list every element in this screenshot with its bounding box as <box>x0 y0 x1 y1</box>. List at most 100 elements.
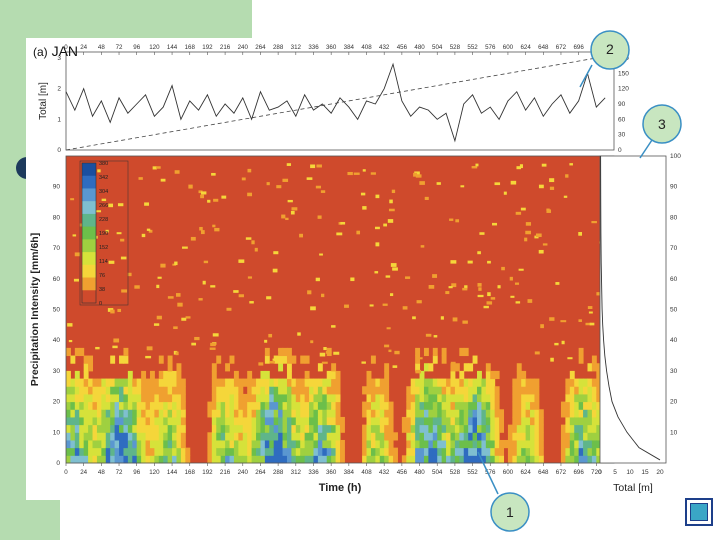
heatmap-cell <box>149 416 155 426</box>
heatmap-speckle <box>212 224 216 228</box>
heatmap-cell <box>370 447 376 456</box>
top-y-left-tick-label: 1 <box>57 116 61 123</box>
heatmap-cell <box>180 455 186 464</box>
heatmap-cell <box>132 455 138 464</box>
heatmap-cell <box>300 378 306 387</box>
heatmap-cell <box>295 432 301 441</box>
heatmap-cell <box>260 378 266 387</box>
heatmap-cell <box>596 401 602 410</box>
heatmap-cell <box>406 393 412 403</box>
heatmap-speckle <box>501 266 505 271</box>
heatmap-speckle <box>247 168 252 173</box>
heatmap-cell <box>291 378 297 387</box>
right-panel-frame <box>599 155 667 464</box>
heatmap-speckle <box>319 352 326 357</box>
heatmap-speckle <box>525 222 532 226</box>
heatmap-cell <box>388 416 394 426</box>
heatmap-cell <box>74 347 80 357</box>
heatmap-speckle <box>415 369 422 374</box>
heatmap-x-axis-title: Time (h) <box>319 482 362 494</box>
heatmap-cell <box>578 386 584 395</box>
heatmap-cell <box>149 424 155 433</box>
heatmap-cell <box>66 401 71 410</box>
heatmap-cell <box>565 378 571 387</box>
right-x-tick-label: 5 <box>613 469 617 476</box>
heatmap-cell <box>110 447 116 456</box>
heatmap-cell <box>569 401 575 410</box>
heatmap-speckle <box>291 207 298 211</box>
heatmap-cell <box>331 439 337 449</box>
heatmap-cell <box>180 378 186 387</box>
heatmap-cell <box>525 455 531 464</box>
heatmap-cell <box>362 432 368 441</box>
heatmap-speckle <box>477 294 484 298</box>
top-y-axis-title: Total [m] <box>38 82 49 120</box>
heatmap-cell <box>141 393 147 403</box>
heatmap-cell <box>463 409 469 418</box>
heatmap-cell <box>401 416 407 426</box>
heatmap-cell <box>216 447 222 456</box>
heatmap-speckle <box>249 301 254 304</box>
heatmap-speckle <box>264 339 268 343</box>
heatmap-cell <box>233 455 239 464</box>
heatmap-cell <box>507 424 513 433</box>
heatmap-cell <box>432 347 438 357</box>
heatmap-cell <box>238 378 244 387</box>
heatmap-cell <box>256 393 261 403</box>
heatmap-cell <box>114 455 120 464</box>
heatmap-cell <box>96 386 102 395</box>
heatmap-cell <box>92 455 98 464</box>
heatmap-cell <box>463 363 469 372</box>
heatmap-cell <box>269 378 275 387</box>
heatmap-speckle <box>477 283 482 287</box>
heatmap-cell <box>494 370 500 380</box>
heatmap-cell <box>406 401 412 410</box>
heatmap-speckle <box>141 233 146 238</box>
heatmap-cell <box>583 416 588 426</box>
heatmap-cell <box>127 424 133 433</box>
heatmap-cell <box>163 409 169 418</box>
heatmap-cell <box>477 432 482 441</box>
heatmap-cell <box>238 447 244 456</box>
colorbar-tick-label: 0 <box>99 301 102 307</box>
heatmap-cell <box>525 393 531 403</box>
heatmap-cell <box>428 424 434 433</box>
heatmap-cell <box>286 416 292 426</box>
nav-button[interactable] <box>685 498 713 526</box>
heatmap-cell <box>216 439 222 449</box>
heatmap-cell <box>459 416 465 426</box>
heatmap-cell <box>282 347 288 357</box>
heatmap-cell <box>123 416 129 426</box>
heatmap-speckle <box>588 311 593 314</box>
heatmap-cell <box>295 424 301 433</box>
heatmap-speckle <box>211 172 216 176</box>
heatmap-cell <box>180 424 186 433</box>
heatmap-cell <box>309 378 314 387</box>
heatmap-cell <box>587 447 593 456</box>
panel-label: (a) JAN <box>33 43 78 59</box>
heatmap-cell <box>154 432 160 441</box>
top-x-tick-label: 648 <box>538 44 549 51</box>
heatmap-cell <box>79 416 85 426</box>
heatmap-speckle <box>374 226 380 230</box>
heatmap-cell <box>423 455 429 464</box>
heatmap-cell <box>578 347 584 357</box>
heatmap-cell <box>485 401 491 410</box>
right-x-tick-label: 20 <box>656 469 664 476</box>
month-label: JAN <box>51 43 79 59</box>
heatmap-cell <box>172 432 177 441</box>
heatmap-speckle <box>174 261 178 266</box>
heatmap-cell <box>145 447 151 456</box>
heatmap-cell <box>432 393 438 403</box>
heatmap-cell <box>538 439 544 449</box>
heatmap-speckle <box>388 349 392 353</box>
heatmap-cell <box>220 386 226 395</box>
heatmap-cell <box>428 416 434 426</box>
heatmap-speckle <box>554 342 559 346</box>
right-x-tick-label: 0 <box>598 469 602 476</box>
heatmap-x-tick-label: 192 <box>202 469 213 476</box>
heatmap-cell <box>423 363 429 372</box>
heatmap-cell <box>66 347 71 357</box>
heatmap-cell <box>415 432 421 441</box>
heatmap-speckle <box>390 263 397 267</box>
